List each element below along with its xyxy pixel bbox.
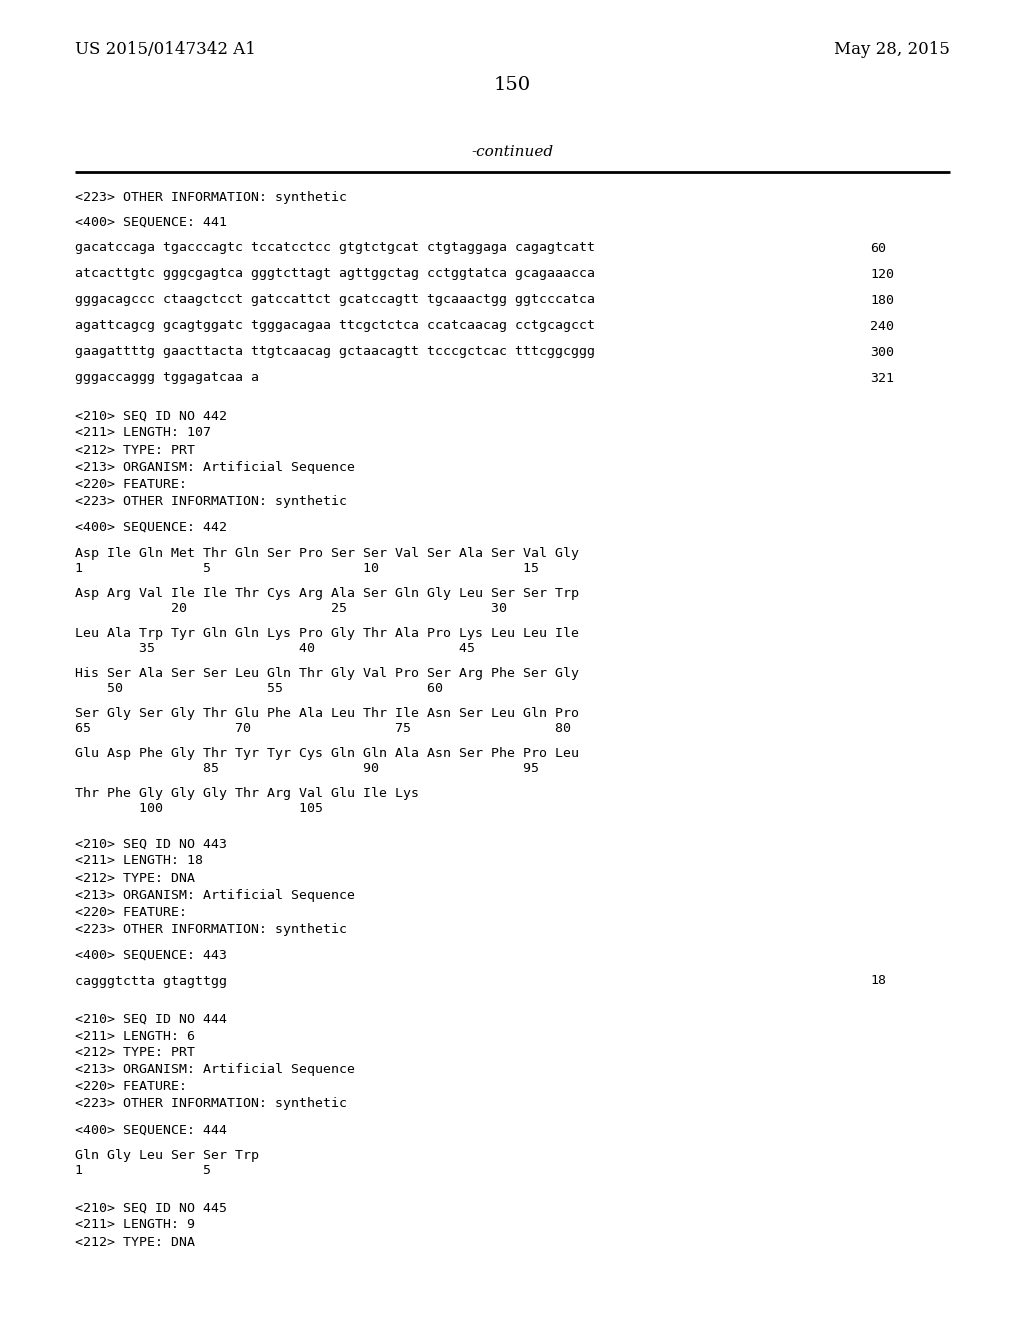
Text: Glu Asp Phe Gly Thr Tyr Tyr Cys Gln Gln Ala Asn Ser Phe Pro Leu: Glu Asp Phe Gly Thr Tyr Tyr Cys Gln Gln …: [75, 747, 579, 760]
Text: <400> SEQUENCE: 444: <400> SEQUENCE: 444: [75, 1123, 227, 1137]
Text: May 28, 2015: May 28, 2015: [835, 41, 950, 58]
Text: 35                  40                  45: 35 40 45: [75, 642, 475, 655]
Text: US 2015/0147342 A1: US 2015/0147342 A1: [75, 41, 256, 58]
Text: gaagattttg gaacttacta ttgtcaacag gctaacagtt tcccgctcac tttcggcggg: gaagattttg gaacttacta ttgtcaacag gctaaca…: [75, 346, 595, 359]
Text: gggaccaggg tggagatcaa a: gggaccaggg tggagatcaa a: [75, 371, 259, 384]
Text: <223> OTHER INFORMATION: synthetic: <223> OTHER INFORMATION: synthetic: [75, 495, 347, 507]
Text: <220> FEATURE:: <220> FEATURE:: [75, 1081, 187, 1093]
Text: 100                 105: 100 105: [75, 801, 323, 814]
Text: <220> FEATURE:: <220> FEATURE:: [75, 906, 187, 919]
Text: <211> LENGTH: 9: <211> LENGTH: 9: [75, 1218, 195, 1232]
Text: -continued: -continued: [471, 145, 553, 158]
Text: <400> SEQUENCE: 443: <400> SEQUENCE: 443: [75, 949, 227, 961]
Text: Ser Gly Ser Gly Thr Glu Phe Ala Leu Thr Ile Asn Ser Leu Gln Pro: Ser Gly Ser Gly Thr Glu Phe Ala Leu Thr …: [75, 708, 579, 721]
Text: <400> SEQUENCE: 441: <400> SEQUENCE: 441: [75, 215, 227, 228]
Text: <212> TYPE: PRT: <212> TYPE: PRT: [75, 444, 195, 457]
Text: gggacagccc ctaagctcct gatccattct gcatccagtt tgcaaactgg ggtcccatca: gggacagccc ctaagctcct gatccattct gcatcca…: [75, 293, 595, 306]
Text: Asp Arg Val Ile Ile Thr Cys Arg Ala Ser Gln Gly Leu Ser Ser Trp: Asp Arg Val Ile Ile Thr Cys Arg Ala Ser …: [75, 587, 579, 601]
Text: <223> OTHER INFORMATION: synthetic: <223> OTHER INFORMATION: synthetic: [75, 191, 347, 205]
Text: <211> LENGTH: 107: <211> LENGTH: 107: [75, 426, 211, 440]
Text: Gln Gly Leu Ser Ser Trp: Gln Gly Leu Ser Ser Trp: [75, 1150, 259, 1163]
Text: <220> FEATURE:: <220> FEATURE:: [75, 478, 187, 491]
Text: <211> LENGTH: 6: <211> LENGTH: 6: [75, 1030, 195, 1043]
Text: <210> SEQ ID NO 442: <210> SEQ ID NO 442: [75, 409, 227, 422]
Text: His Ser Ala Ser Ser Leu Gln Thr Gly Val Pro Ser Arg Phe Ser Gly: His Ser Ala Ser Ser Leu Gln Thr Gly Val …: [75, 668, 579, 681]
Text: <210> SEQ ID NO 443: <210> SEQ ID NO 443: [75, 837, 227, 850]
Text: 60: 60: [870, 242, 886, 255]
Text: <210> SEQ ID NO 445: <210> SEQ ID NO 445: [75, 1201, 227, 1214]
Text: agattcagcg gcagtggatc tgggacagaa ttcgctctca ccatcaacag cctgcagcct: agattcagcg gcagtggatc tgggacagaa ttcgctc…: [75, 319, 595, 333]
Text: 240: 240: [870, 319, 894, 333]
Text: <223> OTHER INFORMATION: synthetic: <223> OTHER INFORMATION: synthetic: [75, 1097, 347, 1110]
Text: 65                  70                  75                  80: 65 70 75 80: [75, 722, 571, 734]
Text: gacatccaga tgacccagtc tccatcctcc gtgtctgcat ctgtaggaga cagagtcatt: gacatccaga tgacccagtc tccatcctcc gtgtctg…: [75, 242, 595, 255]
Text: 1               5                   10                  15: 1 5 10 15: [75, 561, 539, 574]
Text: 85                  90                  95: 85 90 95: [75, 762, 539, 775]
Text: 50                  55                  60: 50 55 60: [75, 681, 443, 694]
Text: Asp Ile Gln Met Thr Gln Ser Pro Ser Ser Val Ser Ala Ser Val Gly: Asp Ile Gln Met Thr Gln Ser Pro Ser Ser …: [75, 548, 579, 561]
Text: <212> TYPE: PRT: <212> TYPE: PRT: [75, 1047, 195, 1060]
Text: <213> ORGANISM: Artificial Sequence: <213> ORGANISM: Artificial Sequence: [75, 461, 355, 474]
Text: <211> LENGTH: 18: <211> LENGTH: 18: [75, 854, 203, 867]
Text: Leu Ala Trp Tyr Gln Gln Lys Pro Gly Thr Ala Pro Lys Leu Leu Ile: Leu Ala Trp Tyr Gln Gln Lys Pro Gly Thr …: [75, 627, 579, 640]
Text: <213> ORGANISM: Artificial Sequence: <213> ORGANISM: Artificial Sequence: [75, 888, 355, 902]
Text: <212> TYPE: DNA: <212> TYPE: DNA: [75, 871, 195, 884]
Text: 1               5: 1 5: [75, 1163, 211, 1176]
Text: 321: 321: [870, 371, 894, 384]
Text: <212> TYPE: DNA: <212> TYPE: DNA: [75, 1236, 195, 1249]
Text: <213> ORGANISM: Artificial Sequence: <213> ORGANISM: Artificial Sequence: [75, 1064, 355, 1077]
Text: cagggtctta gtagttgg: cagggtctta gtagttgg: [75, 974, 227, 987]
Text: 120: 120: [870, 268, 894, 281]
Text: <400> SEQUENCE: 442: <400> SEQUENCE: 442: [75, 520, 227, 533]
Text: 18: 18: [870, 974, 886, 987]
Text: <210> SEQ ID NO 444: <210> SEQ ID NO 444: [75, 1012, 227, 1026]
Text: atcacttgtc gggcgagtca gggtcttagt agttggctag cctggtatca gcagaaacca: atcacttgtc gggcgagtca gggtcttagt agttggc…: [75, 268, 595, 281]
Text: Thr Phe Gly Gly Gly Thr Arg Val Glu Ile Lys: Thr Phe Gly Gly Gly Thr Arg Val Glu Ile …: [75, 788, 419, 800]
Text: 150: 150: [494, 77, 530, 94]
Text: 300: 300: [870, 346, 894, 359]
Text: 180: 180: [870, 293, 894, 306]
Text: <223> OTHER INFORMATION: synthetic: <223> OTHER INFORMATION: synthetic: [75, 923, 347, 936]
Text: 20                  25                  30: 20 25 30: [75, 602, 507, 615]
